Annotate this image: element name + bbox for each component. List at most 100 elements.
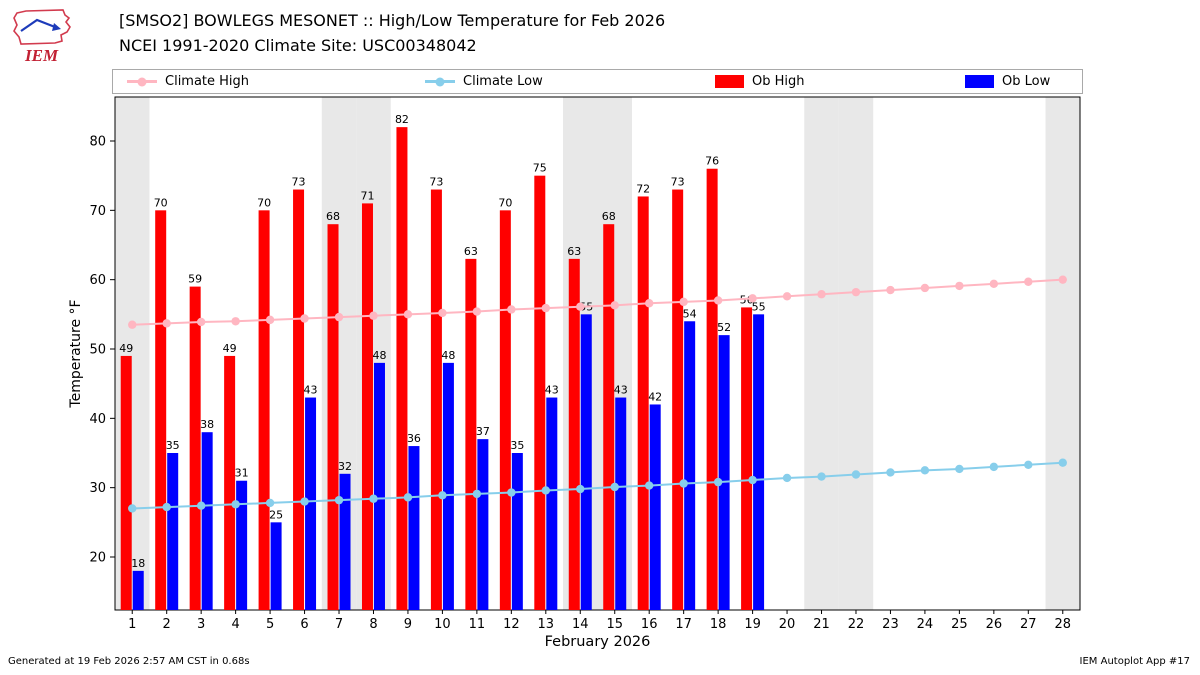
x-tick-label: 22 — [848, 617, 865, 632]
climate-high-marker — [782, 292, 792, 301]
ob-high-value-label: 73 — [671, 176, 685, 189]
climate-high-marker — [576, 302, 585, 311]
x-tick-label: 26 — [986, 617, 1003, 632]
legend: Climate High Climate Low Ob High Ob Low — [112, 69, 1083, 94]
ob-low-bar — [511, 453, 523, 610]
legend-bar-marker-icon — [715, 75, 744, 88]
ob-high-bar — [327, 224, 339, 610]
legend-item-climate-low: Climate Low — [425, 70, 543, 93]
legend-item-ob-low: Ob Low — [965, 70, 1050, 93]
x-tick-label: 25 — [951, 617, 968, 632]
ob-low-value-label: 43 — [545, 384, 559, 397]
ob-high-value-label: 73 — [429, 176, 443, 189]
climate-low-marker — [438, 491, 447, 500]
ob-low-value-label: 36 — [407, 432, 421, 445]
ob-low-bar — [201, 432, 213, 610]
title-block: [SMSO2] BOWLEGS MESONET :: High/Low Temp… — [119, 8, 665, 58]
x-tick-label: 7 — [335, 617, 343, 632]
x-tick-label: 24 — [917, 617, 934, 632]
climate-low-marker — [1024, 460, 1033, 469]
weekend-band — [838, 97, 874, 610]
climate-low-marker — [610, 482, 619, 492]
climate-low-marker — [265, 498, 275, 508]
climate-low-line — [132, 461, 1063, 510]
legend-dot-icon — [435, 77, 445, 86]
ob-low-bar — [718, 335, 730, 610]
ob-high-value-label: 73 — [292, 176, 306, 189]
x-tick-label: 10 — [434, 617, 451, 632]
y-tick-label: 80 — [89, 135, 106, 150]
ob-high-value-label: 70 — [257, 196, 271, 209]
climate-high-marker — [955, 281, 964, 291]
footer-generated-text: Generated at 19 Feb 2026 2:57 AM CST in … — [8, 656, 250, 667]
ob-high-value-label: 70 — [154, 196, 168, 209]
climate-high-marker — [438, 308, 447, 318]
ob-low-value-label: 32 — [338, 460, 352, 473]
climate-low-marker — [1058, 458, 1067, 467]
legend-dot-icon — [137, 77, 147, 86]
ob-low-value-label: 18 — [131, 557, 145, 570]
climate-low-marker — [989, 462, 999, 472]
ob-high-bar — [361, 203, 373, 610]
y-axis-label: Temperature °F — [68, 299, 84, 408]
ob-high-bar — [672, 189, 684, 610]
climate-low-marker — [231, 500, 240, 509]
ob-low-value-label: 42 — [648, 390, 662, 403]
ob-low-bar — [167, 453, 179, 610]
climate-high-marker — [162, 319, 171, 328]
climate-high-marker — [300, 314, 309, 323]
climate-low-marker — [576, 484, 585, 494]
climate-high-marker — [610, 301, 619, 310]
ob-high-bar — [603, 224, 615, 610]
climate-low-marker — [713, 477, 723, 487]
ob-high-value-label: 72 — [636, 182, 650, 195]
footer-app-text: IEM Autoplot App #17 — [1079, 656, 1190, 667]
ob-low-bar — [753, 314, 765, 610]
climate-low-marker — [300, 497, 309, 506]
climate-low-marker — [507, 488, 516, 497]
ob-high-bar — [293, 189, 305, 610]
x-tick-label: 3 — [197, 617, 205, 632]
x-tick-label: 11 — [469, 617, 486, 632]
ob-low-bar — [408, 446, 420, 610]
iem-logo: IEM — [13, 9, 71, 65]
ob-high-bar — [706, 168, 718, 610]
x-tick-label: 6 — [300, 617, 308, 632]
climate-high-marker — [1024, 277, 1033, 286]
ob-high-value-label: 68 — [602, 210, 616, 223]
ob-high-value-label: 71 — [360, 189, 374, 202]
x-tick-label: 2 — [163, 617, 171, 632]
ob-low-bar — [339, 473, 351, 610]
climate-high-marker — [369, 311, 378, 320]
y-tick-label: 40 — [89, 412, 106, 427]
legend-label: Climate Low — [463, 74, 543, 89]
ob-high-value-label: 76 — [705, 155, 719, 168]
x-tick-label: 12 — [503, 617, 520, 632]
ob-high-bar — [155, 210, 167, 610]
arrowhead-icon — [52, 23, 61, 31]
climate-low-marker — [162, 502, 171, 512]
iowa-outline-icon — [13, 9, 71, 45]
legend-item-climate-high: Climate High — [127, 70, 249, 93]
ob-high-value-label: 49 — [119, 342, 133, 355]
ob-high-value-label: 63 — [567, 245, 581, 258]
y-tick-label: 20 — [89, 551, 106, 566]
climate-low-marker — [782, 473, 792, 483]
weekend-band — [804, 97, 839, 610]
x-tick-label: 20 — [779, 617, 796, 632]
climate-low-marker — [851, 470, 861, 479]
legend-line-marker-icon — [425, 77, 455, 86]
ob-low-bar — [546, 397, 558, 610]
climate-high-line — [132, 278, 1063, 326]
ob-low-value-label: 35 — [510, 439, 524, 452]
x-axis-label: February 2026 — [545, 634, 651, 650]
ob-high-value-label: 82 — [395, 113, 409, 126]
ob-low-bar — [236, 480, 248, 610]
x-tick-label: 18 — [710, 617, 727, 632]
ob-high-bar — [465, 258, 477, 610]
x-tick-label: 4 — [231, 617, 239, 632]
ob-low-value-label: 43 — [304, 384, 318, 397]
ob-low-value-label: 48 — [441, 349, 455, 362]
legend-label: Ob Low — [1002, 74, 1051, 89]
ob-low-value-label: 31 — [235, 467, 249, 480]
